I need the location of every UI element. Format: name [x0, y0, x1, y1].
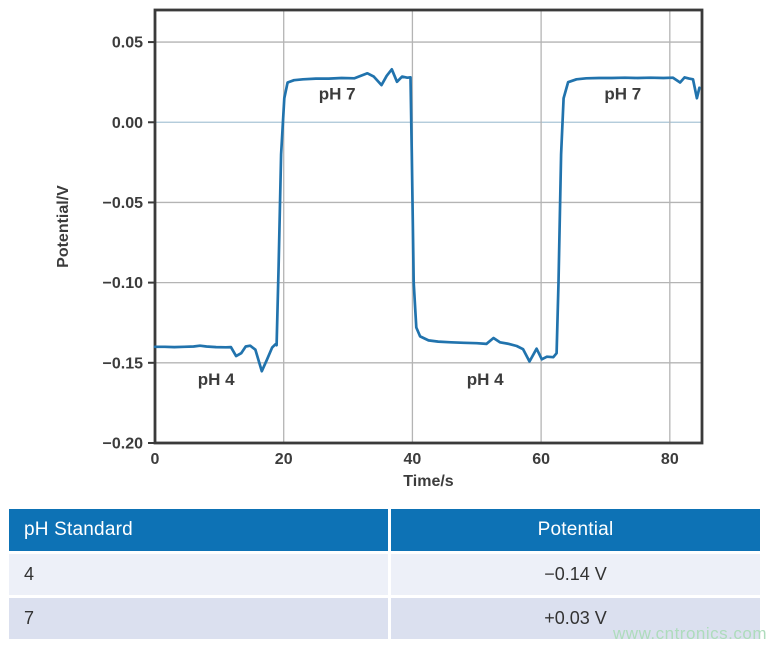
cell-potential: +0.03 V	[391, 598, 760, 639]
cell-potential: −0.14 V	[391, 554, 760, 595]
watermark: www.cntronics.com	[613, 624, 767, 643]
y-tick-label: −0.20	[103, 436, 144, 453]
x-tick-label: 60	[532, 451, 550, 468]
x-tick-label: 40	[404, 451, 422, 468]
y-axis-title: Potential/V	[55, 185, 72, 268]
y-tick-label: 0.05	[112, 35, 143, 52]
x-axis-title: Time/s	[403, 473, 454, 490]
potential-trace	[153, 67, 701, 373]
calibration-table: pH Standard Potential 4 −0.14 V 7 +0.03 …	[9, 509, 760, 639]
chart-canvas: 0.05 0.00 −0.05 −0.10 −0.15 −0.20 0 20 40 60 80 Tim…	[55, 8, 704, 490]
cell-ph-standard: 7	[9, 598, 388, 639]
y-tick-label: −0.10	[103, 275, 144, 292]
cell-ph-standard: 4	[9, 554, 388, 595]
y-tick-label: −0.05	[103, 195, 144, 212]
ph-annotation: pH 4	[467, 370, 504, 389]
x-tick-label: 80	[661, 451, 679, 468]
ph-annotation: pH 7	[604, 84, 641, 103]
ph-annotation: pH 7	[319, 84, 356, 103]
ph-annotation: pH 4	[198, 370, 235, 389]
x-tick-label: 0	[151, 451, 160, 468]
potential-vs-time-chart: 0.05 0.00 −0.05 −0.10 −0.15 −0.20 0 20 40 60 80 Tim…	[55, 8, 704, 490]
x-tick-label: 20	[275, 451, 293, 468]
y-tick-label: 0.00	[112, 115, 143, 132]
table-header-potential: Potential	[391, 509, 760, 551]
plot-border	[153, 8, 704, 445]
y-tick-label: −0.15	[103, 355, 144, 372]
table-header-ph-standard: pH Standard	[9, 509, 388, 551]
